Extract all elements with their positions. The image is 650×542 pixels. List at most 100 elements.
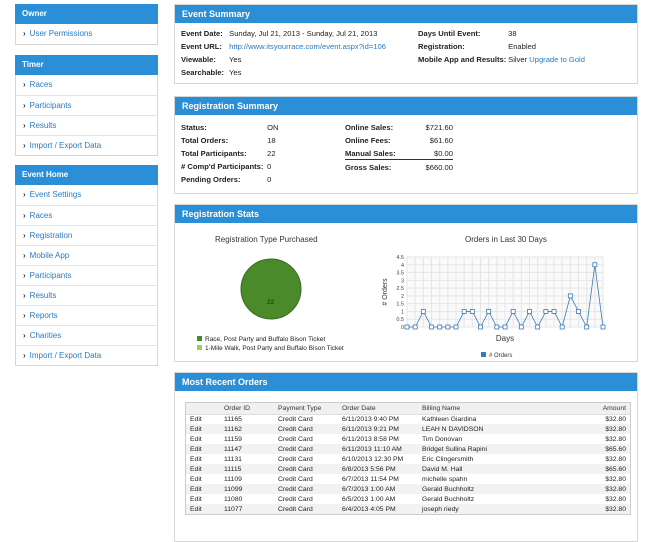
chevron-right-icon: › (23, 291, 26, 300)
amount-cell: $32.80 (605, 495, 626, 503)
col-header-payment-type[interactable]: Payment Type (274, 403, 338, 415)
edit-link[interactable]: Edit (186, 424, 220, 434)
sidebar-item-participants[interactable]: › Participants (16, 95, 157, 115)
amount-cell: $32.80 (580, 424, 630, 434)
upgrade-link[interactable]: Upgrade to Gold (529, 55, 585, 64)
data-point (437, 324, 443, 330)
billing-name-cell: Tim Donovan (422, 435, 463, 443)
order-id-cell: 11131 (224, 455, 242, 463)
edit-link[interactable]: Edit (190, 475, 202, 483)
order-id-cell: 11080 (224, 495, 243, 503)
mobile-app-value: Silver (508, 55, 528, 64)
searchable-value: Yes (228, 68, 242, 77)
online-sales-value: $721.60 (425, 123, 453, 132)
amount-cell: $32.80 (605, 475, 626, 483)
status-value: ON (267, 123, 279, 132)
order-date-cell: 6/10/2013 12:30 PM (342, 455, 404, 463)
legend-swatch (197, 345, 202, 350)
sidebar-item-event-settings[interactable]: › Event Settings (16, 185, 157, 205)
order-date-cell: 6/7/2013 1:00 AM (338, 484, 418, 494)
legend-swatch (197, 336, 202, 341)
recent-orders-title: Most Recent Orders (175, 373, 637, 391)
event-summary-title: Event Summary (175, 5, 637, 23)
edit-link[interactable]: Edit (186, 444, 220, 454)
edit-link[interactable]: Edit (190, 435, 202, 443)
amount-cell: $32.80 (605, 415, 626, 423)
edit-link[interactable]: Edit (186, 484, 220, 494)
edit-link[interactable]: Edit (186, 464, 220, 474)
chevron-right-icon: › (23, 231, 26, 240)
table-row: Edit 11165 Credit Card 6/11/2013 9:40 PM Kat… (186, 414, 630, 424)
data-point (412, 324, 418, 330)
sidebar-item-races[interactable]: › Races (16, 205, 157, 225)
billing-name-cell: LEAH N DAVIDSON (418, 424, 580, 434)
amount-cell: $65.60 (580, 444, 630, 454)
edit-link[interactable]: Edit (190, 495, 202, 503)
sidebar-item-races[interactable]: › Races (16, 75, 157, 95)
col-header-edit (186, 403, 220, 415)
amount-cell: $32.80 (605, 455, 626, 463)
y-tick-label: 3.5 (396, 271, 404, 277)
sidebar-item-participants[interactable]: › Participants (16, 265, 157, 285)
pie-count-label: 22 (267, 299, 275, 306)
table-row: Edit 11077 Credit Card 6/4/2013 4:05 PM jose… (186, 504, 630, 514)
col-header-order-date[interactable]: Order Date (338, 403, 418, 415)
billing-name-cell: Eric Clingersmith (422, 455, 474, 463)
sidebar-item-results[interactable]: › Results (16, 115, 157, 135)
payment-type-cell: Credit Card (278, 495, 313, 503)
table-row: Edit 11147 Credit Card 6/11/2013 11:10 AM Br… (186, 444, 630, 454)
chevron-right-icon: › (23, 121, 26, 130)
payment-type-cell: Credit Card (274, 464, 338, 474)
col-header-order-id[interactable]: Order ID (220, 403, 274, 415)
order-id-cell: 11099 (220, 484, 274, 494)
sidebar-item-import-export[interactable]: › Import / Export Data (16, 345, 157, 365)
edit-link[interactable]: Edit (190, 455, 202, 463)
sidebar-item-label: Participants (29, 101, 72, 110)
chevron-right-icon: › (23, 311, 26, 320)
order-id-cell: 11147 (220, 444, 274, 454)
searchable-label: Searchable: (181, 68, 225, 77)
event-url-link[interactable]: http://www.itsyourrace.com/event.aspx?id… (229, 42, 386, 51)
sidebar-timer-title: Timer (15, 55, 158, 75)
sidebar-item-results[interactable]: › Results (16, 285, 157, 305)
billing-name-cell: joseph riedy (418, 504, 580, 514)
sidebar-item-label: Import / Export Data (29, 141, 102, 150)
chevron-right-icon: › (23, 331, 26, 340)
sidebar-item-reports[interactable]: › Reports (16, 305, 157, 325)
y-tick-label: 2 (401, 294, 404, 300)
sidebar-item-registration[interactable]: › Registration (16, 225, 157, 245)
x-axis-label: Days (496, 334, 514, 343)
sidebar-item-label: Results (29, 121, 57, 130)
col-header-billing-name[interactable]: Billing Name (418, 403, 580, 415)
data-point (453, 324, 459, 330)
data-point (584, 324, 590, 330)
sidebar-item-charities[interactable]: › Charities (16, 325, 157, 345)
sidebar-timer: Timer › Races › Participants › Results › Imp… (15, 55, 158, 156)
edit-link[interactable]: Edit (190, 415, 202, 423)
registration-label: Registration: (418, 42, 465, 51)
pie-slice (240, 258, 302, 320)
table-row: Edit 11162 Credit Card 6/11/2013 9:21 PM LEA… (186, 424, 630, 434)
sidebar-item-mobile-app[interactable]: › Mobile App (16, 245, 157, 265)
viewable-label: Viewable: (181, 55, 216, 64)
orders-table-wrap: Order ID Payment Type Order Date Billing… (185, 402, 631, 515)
sidebar-item-user-permissions[interactable]: › User Permissions (16, 24, 157, 44)
chevron-right-icon: › (23, 211, 26, 220)
payment-type-cell: Credit Card (274, 484, 338, 494)
payment-type-cell: Credit Card (274, 424, 338, 434)
y-tick-label: 4.5 (396, 255, 404, 261)
billing-name-cell: michelle spahn (422, 475, 468, 483)
order-id-cell: 11115 (220, 464, 274, 474)
order-date-cell: 6/11/2013 9:21 PM (338, 424, 418, 434)
days-until-label: Days Until Event: (418, 29, 481, 38)
col-header-amount[interactable]: Amount (580, 403, 630, 415)
payment-type-cell: Credit Card (274, 444, 338, 454)
sales-divider (345, 159, 453, 160)
edit-link[interactable]: Edit (186, 504, 220, 514)
order-date-cell: 6/4/2013 4:05 PM (338, 504, 418, 514)
data-point (510, 309, 516, 314)
sidebar-item-import-export[interactable]: › Import / Export Data (16, 135, 157, 155)
y-axis-label: # Orders (382, 278, 389, 306)
data-point (576, 309, 581, 314)
pending-orders-label: Pending Orders: (181, 175, 241, 184)
